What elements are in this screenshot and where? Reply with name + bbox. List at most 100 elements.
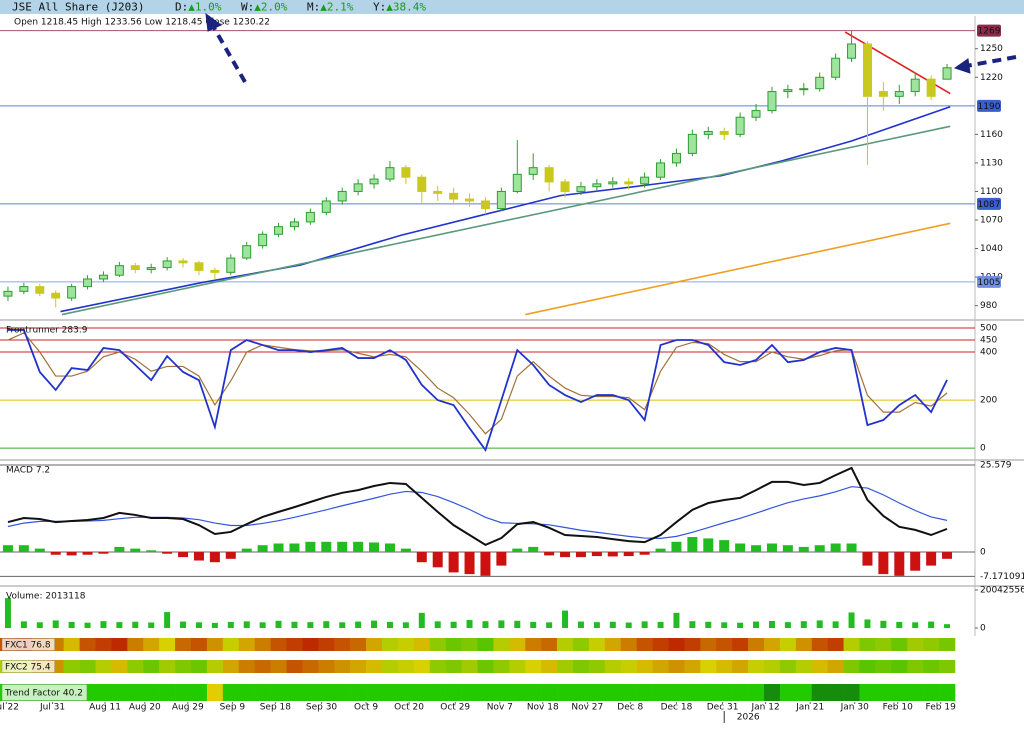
candle-body xyxy=(656,162,666,178)
heat-cell xyxy=(573,638,590,651)
x-tick-label: Sep 18 xyxy=(260,703,292,713)
heat-cell xyxy=(350,660,367,673)
heat-cell xyxy=(923,684,940,701)
heat-cell xyxy=(843,660,860,673)
candle-body xyxy=(480,200,490,210)
volume-bar xyxy=(116,622,123,629)
level-tag xyxy=(977,275,1001,288)
x-tick-label: Jul 22 xyxy=(0,703,19,713)
heat-cell xyxy=(939,660,956,673)
heat-cell xyxy=(175,638,192,651)
x-tick-label: Dec 18 xyxy=(661,703,693,713)
change-value: ▲2.1% xyxy=(320,1,353,14)
arrow-head xyxy=(953,58,971,74)
header-bar xyxy=(0,0,1024,14)
change-item: Y:▲38.4% xyxy=(373,1,426,14)
histogram-bar xyxy=(862,552,873,566)
volume-bar xyxy=(816,620,823,629)
heat-cell xyxy=(764,684,781,701)
candle-body xyxy=(544,167,554,183)
heat-cell xyxy=(366,684,383,701)
volume-bar xyxy=(371,620,378,629)
heat-cell xyxy=(493,660,510,673)
change-label: Y: xyxy=(373,1,386,14)
candle-body xyxy=(831,57,841,78)
candle-body xyxy=(162,260,172,269)
volume-bar xyxy=(148,622,155,629)
histogram-bar xyxy=(719,540,730,553)
heat-cell xyxy=(159,660,176,673)
heat-cell xyxy=(716,638,733,651)
heat-cell xyxy=(668,660,685,673)
candle-body xyxy=(3,290,13,297)
candle-body xyxy=(799,88,809,91)
candle-body xyxy=(926,78,936,97)
candle-body xyxy=(512,173,522,192)
heat-cell xyxy=(684,660,701,673)
heat-cell xyxy=(159,638,176,651)
candle-body xyxy=(289,221,299,228)
histogram-bar xyxy=(353,541,364,553)
candle-body xyxy=(449,192,459,200)
x-tick-label: Aug 20 xyxy=(129,703,161,713)
heat-cell xyxy=(636,660,653,673)
y-tick-label: 980 xyxy=(980,301,997,311)
level-label: 1087 xyxy=(978,200,1001,210)
change-value: ▲2.0% xyxy=(254,1,287,14)
heat-cell xyxy=(907,660,924,673)
histogram-bar xyxy=(225,552,236,559)
volume-bar xyxy=(705,621,712,629)
y-tick-label: 20042556 xyxy=(980,586,1024,596)
change-item: D:▲1.0% xyxy=(175,1,222,14)
heat-cell xyxy=(620,638,637,651)
histogram-bar xyxy=(130,548,141,553)
volume-bar xyxy=(896,621,903,629)
volume-bar xyxy=(498,620,505,629)
candle-body xyxy=(910,78,920,93)
volume-bar xyxy=(36,622,43,629)
heat-cell xyxy=(827,684,844,701)
heat-cell xyxy=(445,638,462,651)
heat-cell xyxy=(397,660,415,673)
histogram-bar xyxy=(209,552,220,563)
line-series xyxy=(525,222,951,316)
y-tick-label: 450 xyxy=(980,336,997,346)
heat-cell xyxy=(286,638,303,651)
level-label: 1269 xyxy=(978,27,1001,37)
heat-cell xyxy=(732,684,749,701)
candle-body xyxy=(894,91,904,97)
x-tick-label: Jan 30 xyxy=(840,703,869,713)
line-series xyxy=(7,332,948,435)
heat-cell xyxy=(779,638,797,651)
heat-cell xyxy=(397,684,415,701)
volume-bar xyxy=(4,598,11,629)
volume-bar xyxy=(450,621,457,629)
volume-bar xyxy=(100,621,107,629)
heat-cell xyxy=(923,638,940,651)
y-tick-label: 0 xyxy=(980,548,986,558)
heat-cell xyxy=(127,660,144,673)
change-label: W: xyxy=(241,1,254,14)
x-tick-label: Jan 21 xyxy=(795,703,824,713)
heat-cell xyxy=(445,660,462,673)
heat-cell xyxy=(732,638,749,651)
histogram-bar xyxy=(480,552,491,576)
heat-cell xyxy=(557,638,574,651)
panel-title: MACD 7.2 xyxy=(6,466,50,476)
heat-cell xyxy=(604,660,622,673)
x-tick-label: Oct 9 xyxy=(354,703,378,713)
histogram-bar xyxy=(98,552,109,554)
histogram-bar xyxy=(894,552,905,576)
histogram-bar xyxy=(18,545,29,553)
heat-cell xyxy=(254,684,271,701)
level-label: 1190 xyxy=(978,102,1001,112)
heat-cell xyxy=(811,684,828,701)
heat-cell xyxy=(175,684,192,701)
candle-body xyxy=(767,91,777,112)
volume-bar xyxy=(402,622,409,629)
candle-body xyxy=(735,116,745,135)
year-label: 2026 xyxy=(737,713,760,723)
volume-bar xyxy=(848,612,855,629)
candle-body xyxy=(114,265,124,276)
heat-cell xyxy=(684,638,701,651)
